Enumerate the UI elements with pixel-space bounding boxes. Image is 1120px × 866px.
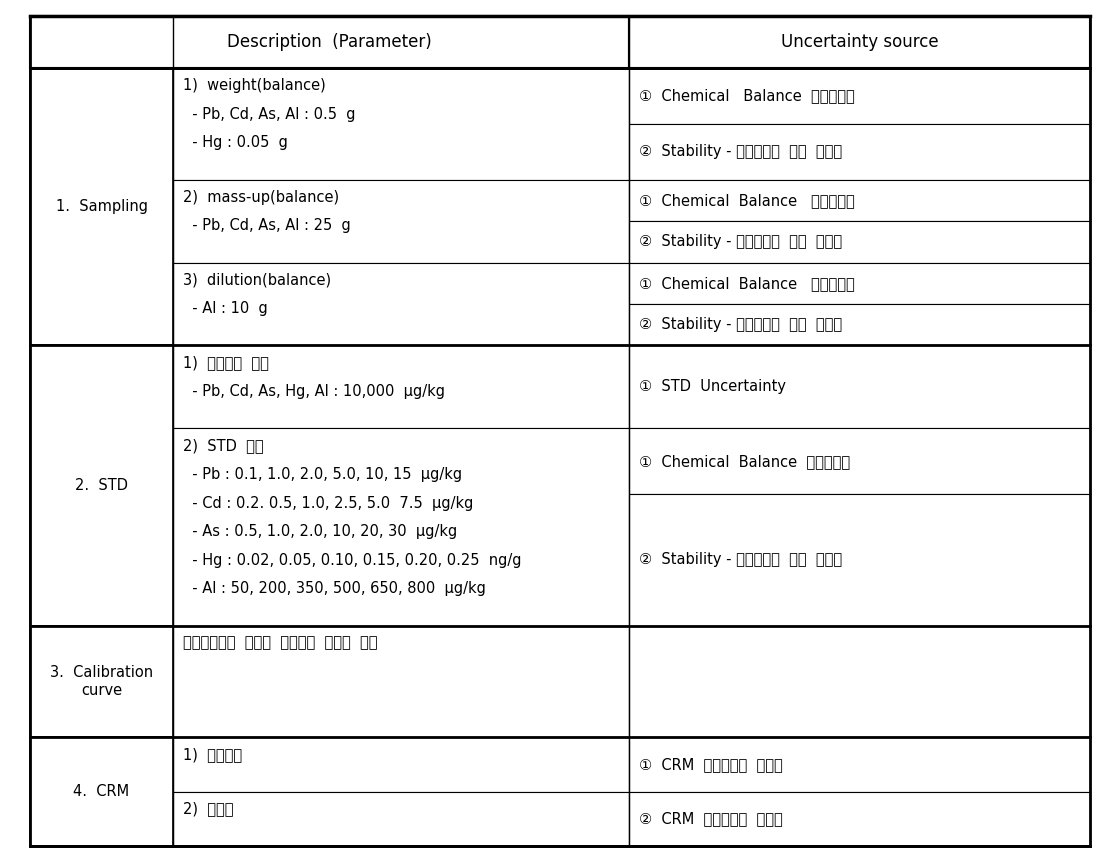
Text: ①  Chemical   Balance  교정성적서: ① Chemical Balance 교정성적서	[638, 88, 855, 103]
Text: ②  Stability - 표준분동에  대한  반복성: ② Stability - 표준분동에 대한 반복성	[638, 235, 842, 249]
Text: ②  Stability - 표준분동에  대한  반복성: ② Stability - 표준분동에 대한 반복성	[638, 144, 842, 159]
Text: ①  STD  Uncertainty: ① STD Uncertainty	[638, 379, 786, 395]
Text: ②  Stability - 표준분동에  대한  반복성: ② Stability - 표준분동에 대한 반복성	[638, 553, 842, 567]
Bar	[629, 792, 1090, 846]
Text: 1)  weight(balance): 1) weight(balance)	[183, 78, 326, 93]
Bar	[629, 737, 1090, 792]
Text: 1.  Sampling: 1. Sampling	[56, 199, 148, 214]
Text: Description  (Parameter): Description (Parameter)	[227, 33, 432, 51]
Text: - As : 0.5, 1.0, 2.0, 10, 20, 30  μg/kg: - As : 0.5, 1.0, 2.0, 10, 20, 30 μg/kg	[183, 524, 457, 539]
Text: 2.  STD: 2. STD	[75, 478, 128, 493]
Text: ②  Stability - 표준분동에  대한  반복성: ② Stability - 표준분동에 대한 반복성	[638, 317, 842, 333]
Bar	[174, 262, 629, 346]
Bar	[30, 16, 629, 68]
Text: - Pb, Cd, As, Al : 25  g: - Pb, Cd, As, Al : 25 g	[183, 218, 351, 233]
Bar	[174, 625, 629, 737]
Bar	[629, 429, 1090, 494]
Bar	[629, 179, 1090, 221]
Text: - Pb : 0.1, 1.0, 2.0, 5.0, 10, 15  μg/kg: - Pb : 0.1, 1.0, 2.0, 5.0, 10, 15 μg/kg	[183, 467, 463, 482]
Bar	[30, 68, 174, 346]
Bar	[629, 262, 1090, 304]
Text: 최소자승법을  이용한  검량선의  불확도  계산: 최소자승법을 이용한 검량선의 불확도 계산	[183, 636, 377, 650]
Bar	[629, 304, 1090, 346]
Text: Uncertainty source: Uncertainty source	[781, 33, 939, 51]
Bar	[30, 625, 174, 737]
Text: 2)  회수율: 2) 회수율	[183, 802, 234, 817]
Bar	[174, 179, 629, 262]
Text: - Cd : 0.2. 0.5, 1.0, 2.5, 5.0  7.5  μg/kg: - Cd : 0.2. 0.5, 1.0, 2.5, 5.0 7.5 μg/kg	[183, 495, 474, 511]
Bar	[629, 68, 1090, 124]
Text: 3)  dilution(balance): 3) dilution(balance)	[183, 273, 332, 288]
Text: ①  CRM  시료분석의  반복성: ① CRM 시료분석의 반복성	[638, 757, 783, 772]
Bar	[30, 737, 174, 846]
Text: 2)  mass-up(balance): 2) mass-up(balance)	[183, 190, 339, 204]
Text: ①  Chemical  Balance   교정성적서: ① Chemical Balance 교정성적서	[638, 275, 855, 291]
Text: - Pb, Cd, As, Hg, Al : 10,000  μg/kg: - Pb, Cd, As, Hg, Al : 10,000 μg/kg	[183, 384, 445, 399]
Bar	[629, 221, 1090, 262]
Text: - Hg : 0.05  g: - Hg : 0.05 g	[183, 135, 288, 150]
Text: 1)  반복측정: 1) 반복측정	[183, 747, 242, 762]
Bar	[629, 494, 1090, 625]
Bar	[174, 68, 629, 179]
Bar	[629, 124, 1090, 179]
Text: - Pb, Cd, As, Al : 0.5  g: - Pb, Cd, As, Al : 0.5 g	[183, 107, 356, 121]
Bar	[174, 792, 629, 846]
Bar	[629, 346, 1090, 429]
Bar	[174, 429, 629, 625]
Text: 1)  표준원액  농도: 1) 표준원액 농도	[183, 355, 269, 371]
Text: 3.  Calibration
curve: 3. Calibration curve	[50, 665, 153, 697]
Text: 2)  STD  조제: 2) STD 조제	[183, 438, 263, 454]
Text: - Hg : 0.02, 0.05, 0.10, 0.15, 0.20, 0.25  ng/g: - Hg : 0.02, 0.05, 0.10, 0.15, 0.20, 0.2…	[183, 553, 522, 567]
Bar	[174, 737, 629, 792]
Bar	[629, 625, 1090, 737]
Bar	[629, 16, 1090, 68]
Text: - Al : 50, 200, 350, 500, 650, 800  μg/kg: - Al : 50, 200, 350, 500, 650, 800 μg/kg	[183, 581, 486, 596]
Text: - Al : 10  g: - Al : 10 g	[183, 301, 268, 316]
Text: ②  CRM  시료분석의  회수율: ② CRM 시료분석의 회수율	[638, 811, 783, 826]
Text: ①  Chemical  Balance  교정성적서: ① Chemical Balance 교정성적서	[638, 454, 850, 469]
Text: 4.  CRM: 4. CRM	[74, 784, 130, 799]
Text: ①  Chemical  Balance   교정성적서: ① Chemical Balance 교정성적서	[638, 193, 855, 208]
Bar	[30, 346, 174, 625]
Bar	[174, 346, 629, 429]
